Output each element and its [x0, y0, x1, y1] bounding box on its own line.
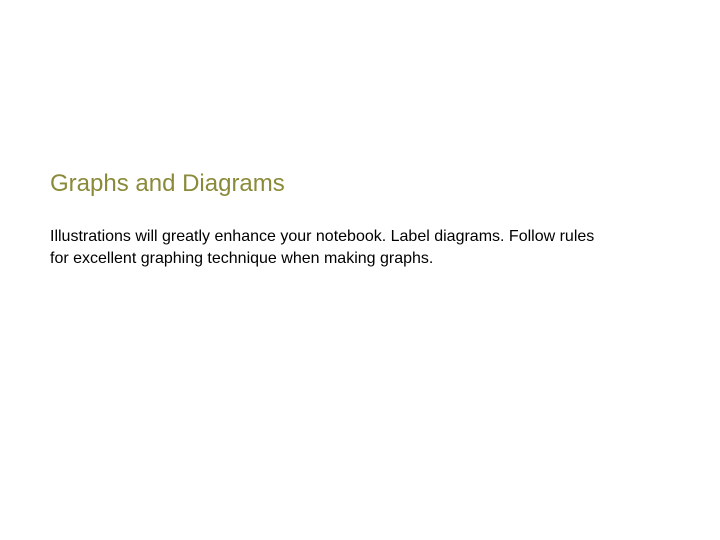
- slide-heading: Graphs and Diagrams: [50, 170, 670, 198]
- slide-body-text: Illustrations will greatly enhance your …: [50, 226, 610, 269]
